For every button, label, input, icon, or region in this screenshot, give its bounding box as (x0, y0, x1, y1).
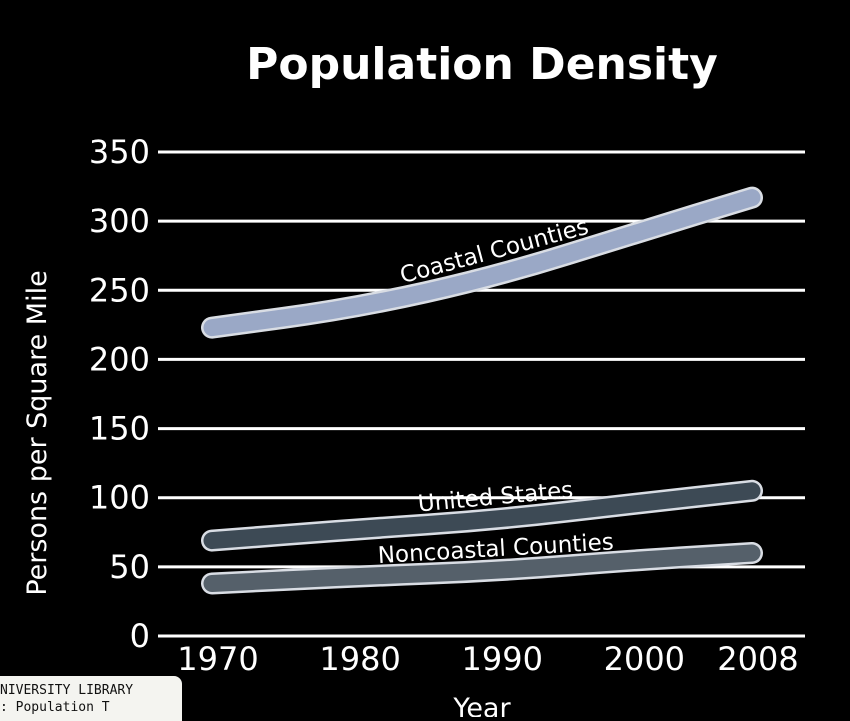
library-label-line1: NIVERSITY LIBRARY (0, 683, 134, 698)
library-catalog-sticker: NIVERSITY LIBRARY : Population T (0, 676, 182, 721)
x-axis-label: Year (452, 693, 511, 717)
y-axis-label: Persons per Square Mile (22, 270, 53, 595)
y-tick-label-350: 350 (89, 133, 150, 171)
y-tick-label-250: 250 (89, 271, 150, 309)
x-tick-label-1980: 1980 (319, 640, 400, 678)
y-tick-label-300: 300 (89, 202, 150, 240)
y-tick-label-0: 0 (130, 617, 150, 655)
y-axis-ticks: 0 50 100 150 200 250 300 350 (89, 133, 150, 655)
x-tick-label-1970: 1970 (177, 640, 258, 678)
series-line-united-states (203, 482, 761, 550)
chart-title: Population Density (246, 39, 718, 90)
x-tick-label-2000: 2000 (604, 640, 685, 678)
y-tick-label-50: 50 (109, 548, 150, 586)
y-tick-label-100: 100 (89, 479, 150, 517)
x-tick-label-1990: 1990 (461, 640, 542, 678)
y-tick-label-200: 200 (89, 340, 150, 378)
gridlines (158, 150, 805, 638)
x-axis-ticks: 1970 1980 1990 2000 2008 (177, 640, 798, 678)
library-label-line2: : Population T (0, 700, 110, 715)
series-lines (201, 186, 763, 595)
series-line-coastal-counties (203, 189, 761, 337)
y-tick-label-150: 150 (89, 410, 150, 448)
series-line-noncoastal-counties (203, 544, 761, 592)
x-tick-label-2008: 2008 (717, 640, 798, 678)
